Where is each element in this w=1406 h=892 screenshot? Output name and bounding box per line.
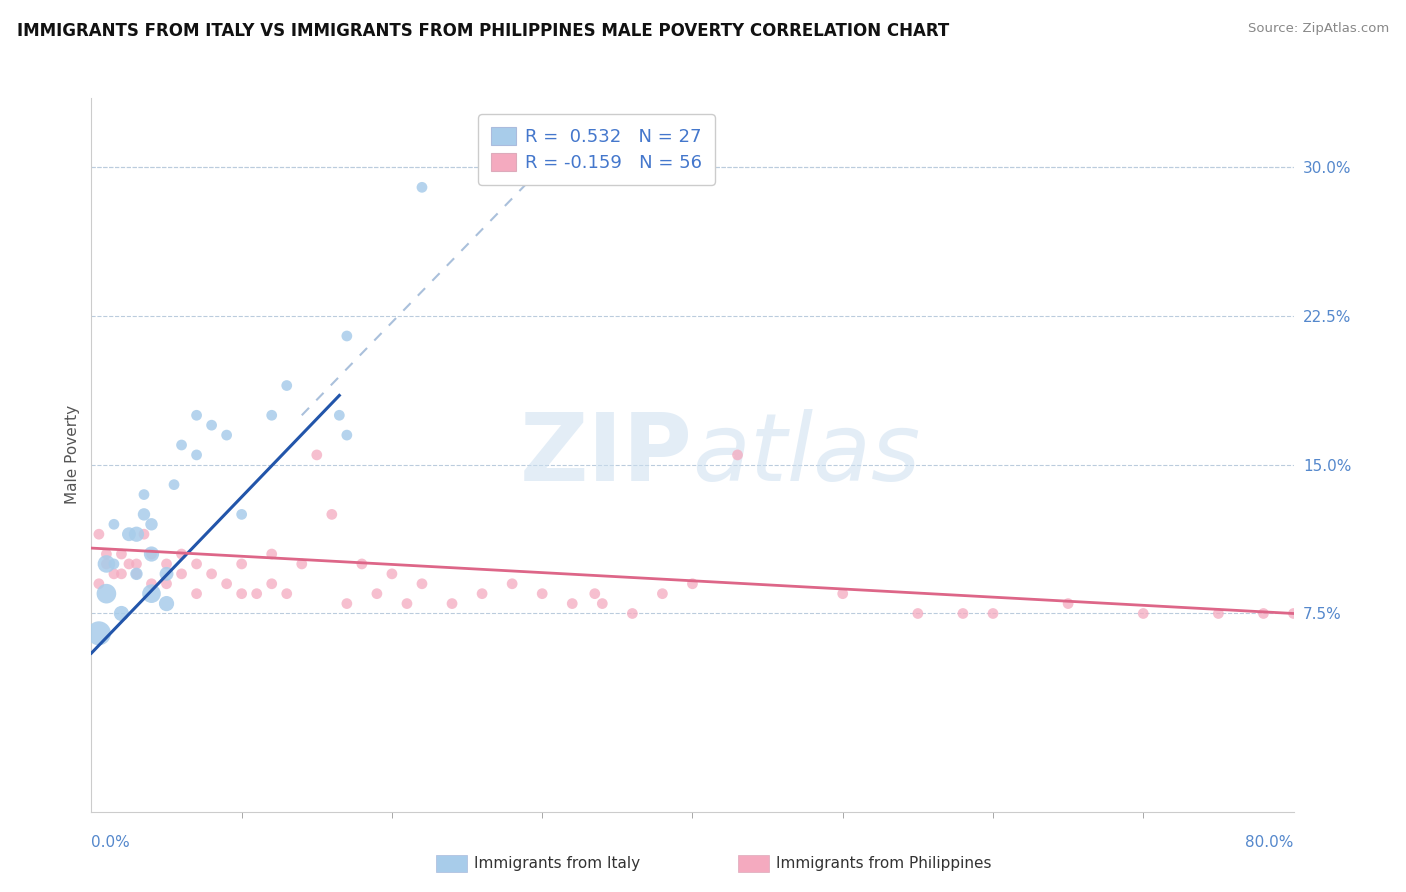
Point [170,566,193,581]
Point [96,557,118,571]
Point [125,566,148,581]
Point [132,527,155,541]
Point [291,557,314,571]
Point [1057,597,1080,611]
Point [276,587,298,601]
Text: ZIP: ZIP [520,409,692,501]
Point [125,557,148,571]
Point [201,418,224,433]
Point [260,409,283,423]
Point [336,597,359,611]
Point [395,597,418,611]
Point [110,607,132,621]
Point [170,438,193,452]
Point [1282,607,1305,621]
Point [141,576,163,591]
Point [328,409,350,423]
Point [260,576,283,591]
Point [125,566,148,581]
Point [952,607,974,621]
Point [1208,607,1230,621]
Point [96,557,118,571]
Point [96,587,118,601]
Point [831,587,853,601]
Point [87,527,110,541]
Point [1253,607,1275,621]
Point [561,597,583,611]
Text: atlas: atlas [692,409,921,500]
Point [141,517,163,532]
Point [907,607,929,621]
Point [231,508,253,522]
Point [132,487,155,501]
Point [110,547,132,561]
Point [163,477,186,491]
Point [103,557,125,571]
Point [103,566,125,581]
Point [411,180,433,194]
Point [141,547,163,561]
Text: Source: ZipAtlas.com: Source: ZipAtlas.com [1249,22,1389,36]
Point [381,566,404,581]
Legend: R =  0.532   N = 27, R = -0.159   N = 56: R = 0.532 N = 27, R = -0.159 N = 56 [478,114,714,185]
Point [118,527,141,541]
Point [411,576,433,591]
Point [621,607,644,621]
Point [471,587,494,601]
Point [591,597,613,611]
Point [1132,607,1154,621]
Point [87,626,110,640]
Point [305,448,328,462]
Point [246,587,269,601]
Text: 80.0%: 80.0% [1246,836,1294,850]
Point [276,378,298,392]
Point [215,576,238,591]
Point [103,517,125,532]
Text: Immigrants from Italy: Immigrants from Italy [474,856,640,871]
Point [186,448,208,462]
Point [141,587,163,601]
Point [170,547,193,561]
Point [201,566,224,581]
Point [336,428,359,442]
Point [260,547,283,561]
Point [531,587,554,601]
Point [125,527,148,541]
Text: IMMIGRANTS FROM ITALY VS IMMIGRANTS FROM PHILIPPINES MALE POVERTY CORRELATION CH: IMMIGRANTS FROM ITALY VS IMMIGRANTS FROM… [17,22,949,40]
Point [231,557,253,571]
Point [186,557,208,571]
Point [501,576,523,591]
Point [186,409,208,423]
Point [583,587,606,601]
Point [155,576,177,591]
Point [96,547,118,561]
Point [132,508,155,522]
Point [981,607,1004,621]
Point [350,557,373,571]
Point [87,576,110,591]
Point [186,587,208,601]
Text: Immigrants from Philippines: Immigrants from Philippines [776,856,991,871]
Point [681,576,703,591]
Point [155,557,177,571]
Point [110,566,132,581]
Text: 0.0%: 0.0% [91,836,131,850]
Point [155,597,177,611]
Point [215,428,238,442]
Point [155,566,177,581]
Y-axis label: Male Poverty: Male Poverty [65,405,80,505]
Point [231,587,253,601]
Point [366,587,388,601]
Point [321,508,343,522]
Point [440,597,463,611]
Point [141,547,163,561]
Point [727,448,749,462]
Point [651,587,673,601]
Point [336,329,359,343]
Point [118,557,141,571]
